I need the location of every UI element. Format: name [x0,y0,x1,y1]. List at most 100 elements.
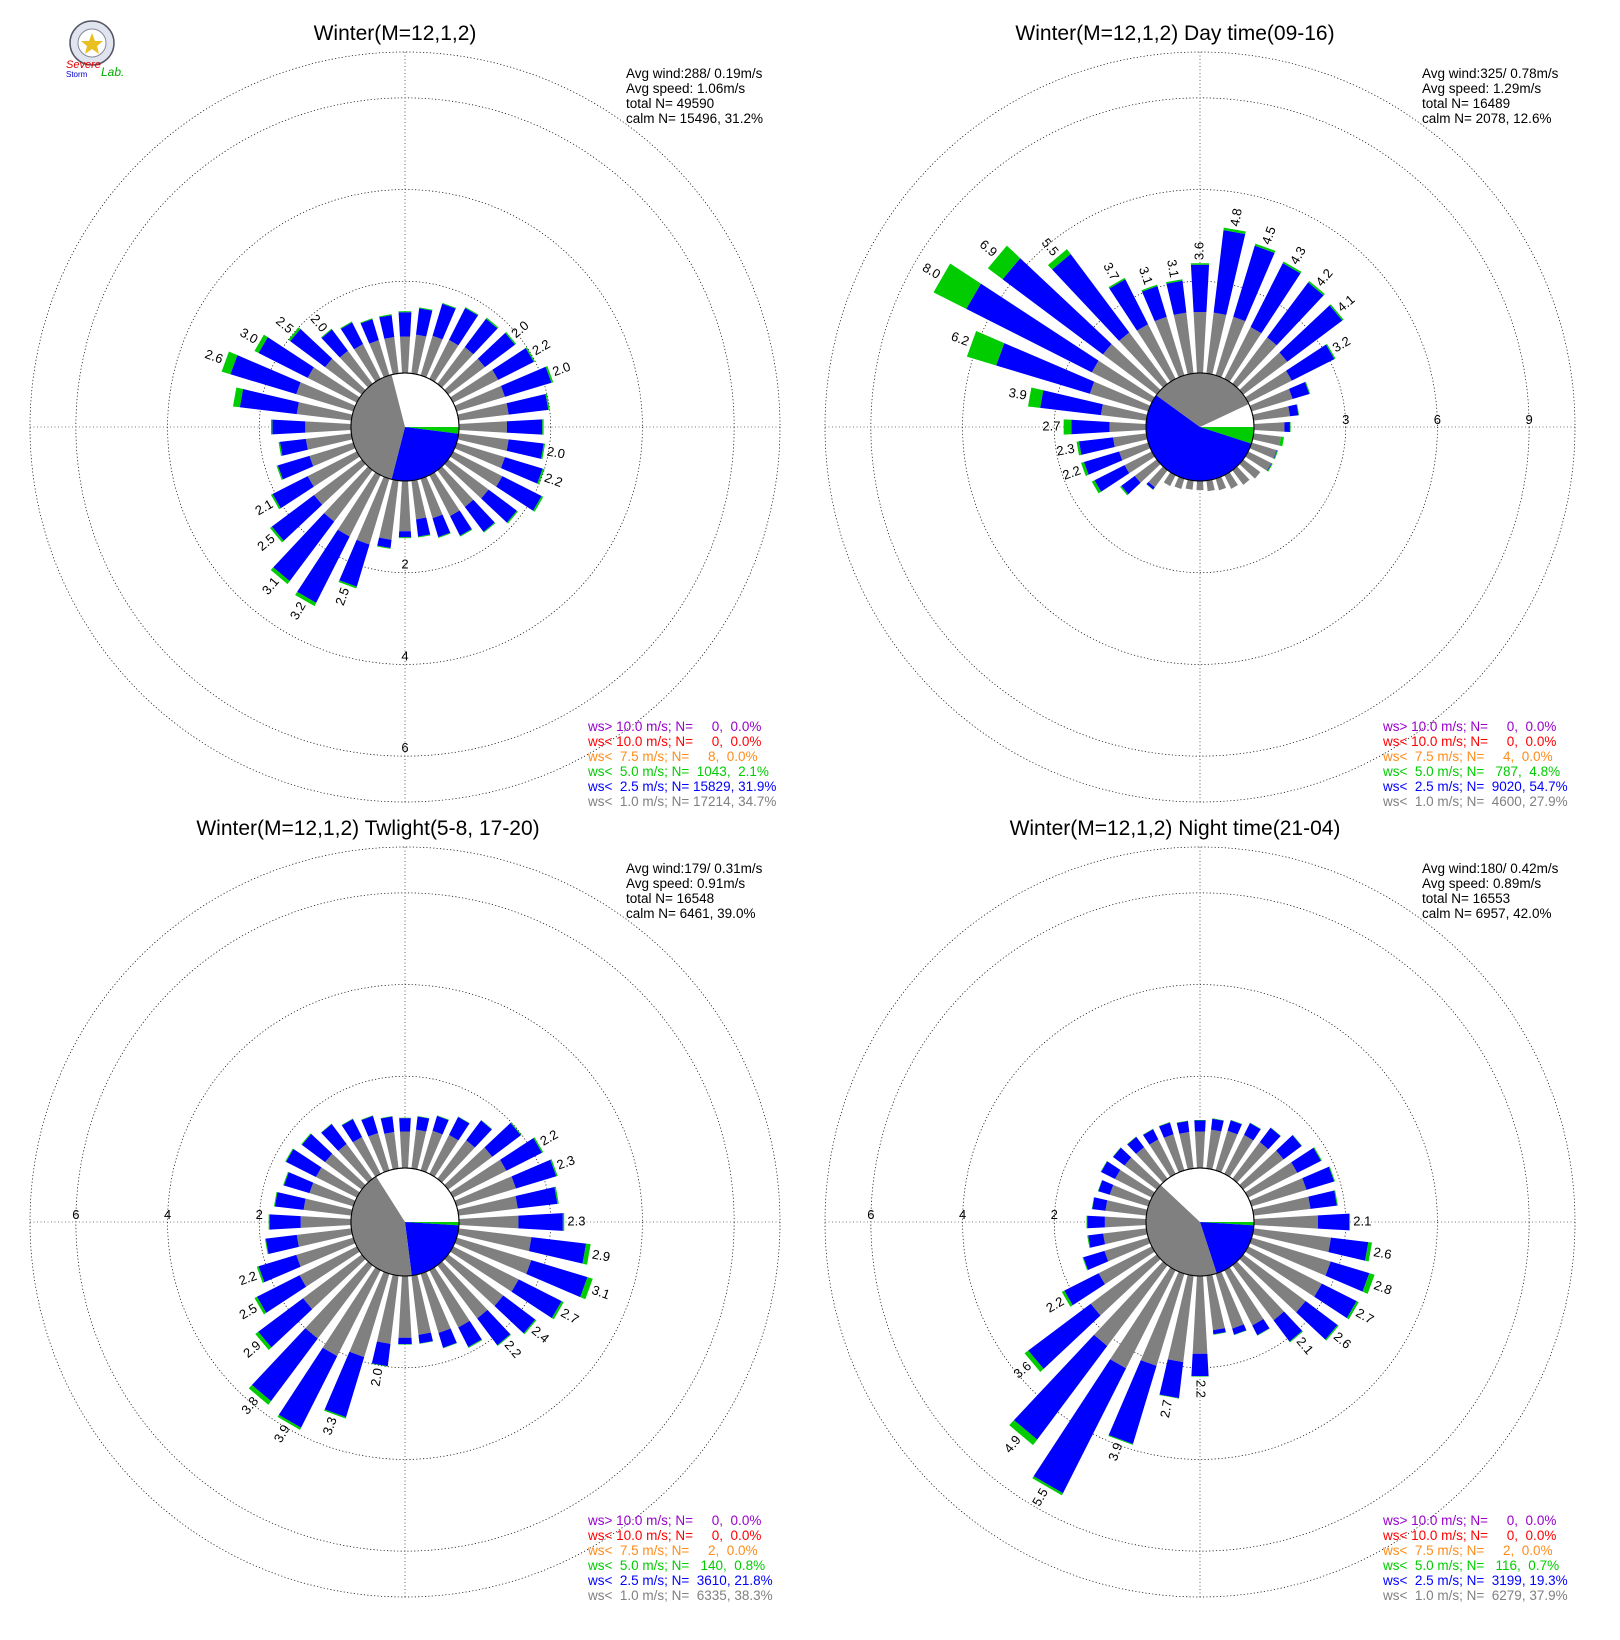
bar-segment-calm-ws-lt1 [1112,433,1148,448]
legend-entry: ws< 1.0 m/s; N= 6279, 37.9% [1382,1588,1568,1603]
legend-entry: ws< 5.0 m/s; N= 787, 4.8% [1382,764,1560,779]
bar-segment-ws-lt2_5 [416,308,433,337]
bar-segment-calm-ws-lt1 [398,1275,412,1338]
bar-segment-ws-lt2_5 [278,1347,338,1428]
bar-segment-calm-ws-lt1 [1100,404,1148,421]
wind-bar-20 [1215,1119,1243,1173]
bar-segment-calm-ws-lt1 [303,1198,353,1216]
wind-bar-90 [458,1213,565,1231]
wind-bar-290 [221,351,356,412]
bar-segment-ws-lt2_5 [466,1120,492,1148]
bar-label: 2.1 [252,496,275,518]
ring-label: 6 [1434,412,1441,427]
bar-segment-ws-lt2_5 [272,476,314,509]
bar-segment-ws-lt2_5 [1159,1122,1174,1138]
bar-label: 2.2 [1194,1380,1209,1398]
bar-segment-calm-ws-lt1 [1239,459,1261,479]
wind-bar-70 [1249,381,1311,412]
legend-entry: ws< 5.0 m/s; N= 116, 0.7% [1382,1558,1559,1573]
bar-segment-ws-lt2_5 [484,1122,521,1157]
bar-label: 2.7 [558,1305,581,1327]
legend-entry: ws< 2.5 m/s; N= 15829, 31.9% [587,779,776,794]
bar-segment-ws-lt5 [1230,1119,1243,1125]
legend-entry: ws< 7.5 m/s; N= 4, 0.0% [1382,749,1553,764]
bar-segment-ws-lt5 [1313,1147,1322,1161]
legend-entry: ws> 10.0 m/s; N= 0, 0.0% [1382,719,1556,734]
bar-segment-ws-lt2_5 [274,1192,306,1210]
bar-segment-calm-ws-lt1 [454,1176,516,1207]
bar-segment-calm-ws-lt1 [1239,1150,1284,1190]
bar-segment-ws-lt2_5 [277,455,314,480]
wind-bar-320 [1047,249,1168,388]
bar-segment-calm-ws-lt1 [457,1196,518,1216]
wind-bar-320 [1126,1136,1168,1183]
bar-label: 2.9 [240,1338,263,1361]
bar-segment-ws-lt2_5 [1127,1136,1145,1154]
bar-segment-calm-ws-lt1 [1239,1254,1306,1313]
bar-label: 2.6 [1372,1244,1392,1262]
wind-rose-panel-4: Winter(M=12,1,2) Night time(21-04) 2 4 6 2.1… [824,817,1576,1603]
stat-total: total N= 49590 [626,96,714,111]
bar-segment-ws-lt5 [533,1137,544,1153]
bar-segment-calm-ws-lt1 [1148,466,1168,488]
bar-segment-ws-lt2_5 [416,1116,430,1132]
wind-bar-90 [1253,1213,1351,1231]
bar-segment-calm-ws-lt1 [314,459,366,505]
bar-segment-ws-lt5 [324,1409,347,1419]
bar-segment-ws-lt2_5 [1227,1120,1242,1135]
bar-segment-ws-lt5 [438,532,451,538]
bar-label: 4.5 [1258,224,1278,246]
bar-segment-ws-lt5 [270,493,281,510]
wind-bar-140 [437,1261,512,1347]
bar-segment-calm-ws-lt1 [376,1274,399,1344]
ring-label: 4 [164,1207,171,1222]
bar-segment-ws-lt2_5 [511,1159,557,1189]
bar-segment-calm-ws-lt1 [1109,421,1147,433]
calm-sector-blue [405,1222,459,1276]
bar-segment-ws-lt2_5 [283,1172,314,1194]
bar-segment-calm-ws-lt1 [1174,476,1185,489]
bar-segment-ws-lt2_5 [339,539,370,587]
bar-segment-ws-lt2_5 [966,283,1099,373]
bar-segment-calm-ws-lt1 [1206,312,1227,375]
bar-segment-ws-lt2_5 [1141,286,1167,322]
calm-circle-outline [350,1167,460,1277]
wind-bar-220 [248,1261,373,1405]
bar-segment-ws-lt5 [481,1120,493,1130]
bar-segment-ws-lt5 [254,334,268,354]
bar-segment-ws-lt5 [1024,1350,1044,1372]
wind-bar-220 [1146,466,1168,490]
bar-label: 2.7 [1353,1305,1376,1327]
bar-segment-calm-ws-lt1 [1119,442,1151,461]
bar-segment-ws-lt2_5 [458,1320,482,1348]
legend-entry: ws> 10.0 m/s; N= 0, 0.0% [587,719,761,734]
bar-segment-calm-ws-lt1 [379,479,399,540]
panel-title: Winter(M=12,1,2) Night time(21-04) [1010,817,1341,840]
bar-label: 2.6 [203,346,225,366]
bar-segment-ws-lt5 [582,1243,591,1265]
bar-label: 3.2 [1330,333,1353,355]
bar-segment-ws-lt5 [1212,1118,1224,1121]
bar-segment-ws-lt2_5 [1296,1301,1338,1340]
bar-segment-calm-ws-lt1 [1215,1271,1244,1329]
bar-segment-ws-lt2_5 [290,328,333,368]
bar-label: 2.0 [550,359,572,379]
bar-segment-calm-ws-lt1 [1110,1267,1176,1369]
bar-segment-ws-lt2_5 [258,1254,301,1283]
bar-segment-calm-ws-lt1 [1124,1157,1161,1190]
bar-segment-ws-lt2_5 [273,513,335,582]
wind-bar-50 [1239,304,1344,395]
legend-entry: ws< 10.0 m/s; N= 0, 0.0% [587,1528,761,1543]
bar-segment-ws-lt2_5 [1211,1118,1224,1132]
logo-text-storm: Storm [66,70,88,79]
bar-segment-ws-lt2_5 [271,495,323,541]
wind-bar-180 [398,480,412,539]
bar-label: 3.9 [1105,1441,1125,1463]
bar-segment-ws-lt2_5 [399,1118,411,1132]
ring-label: 2 [256,1207,263,1222]
bar-segment-calm-ws-lt1 [1136,1147,1168,1183]
bar-segment-calm-ws-lt1 [296,382,356,412]
bar-segment-ws-lt5 [987,245,1021,280]
bar-segment-ws-lt2_5 [1113,1147,1132,1166]
bar-segment-ws-lt5 [361,1115,373,1121]
